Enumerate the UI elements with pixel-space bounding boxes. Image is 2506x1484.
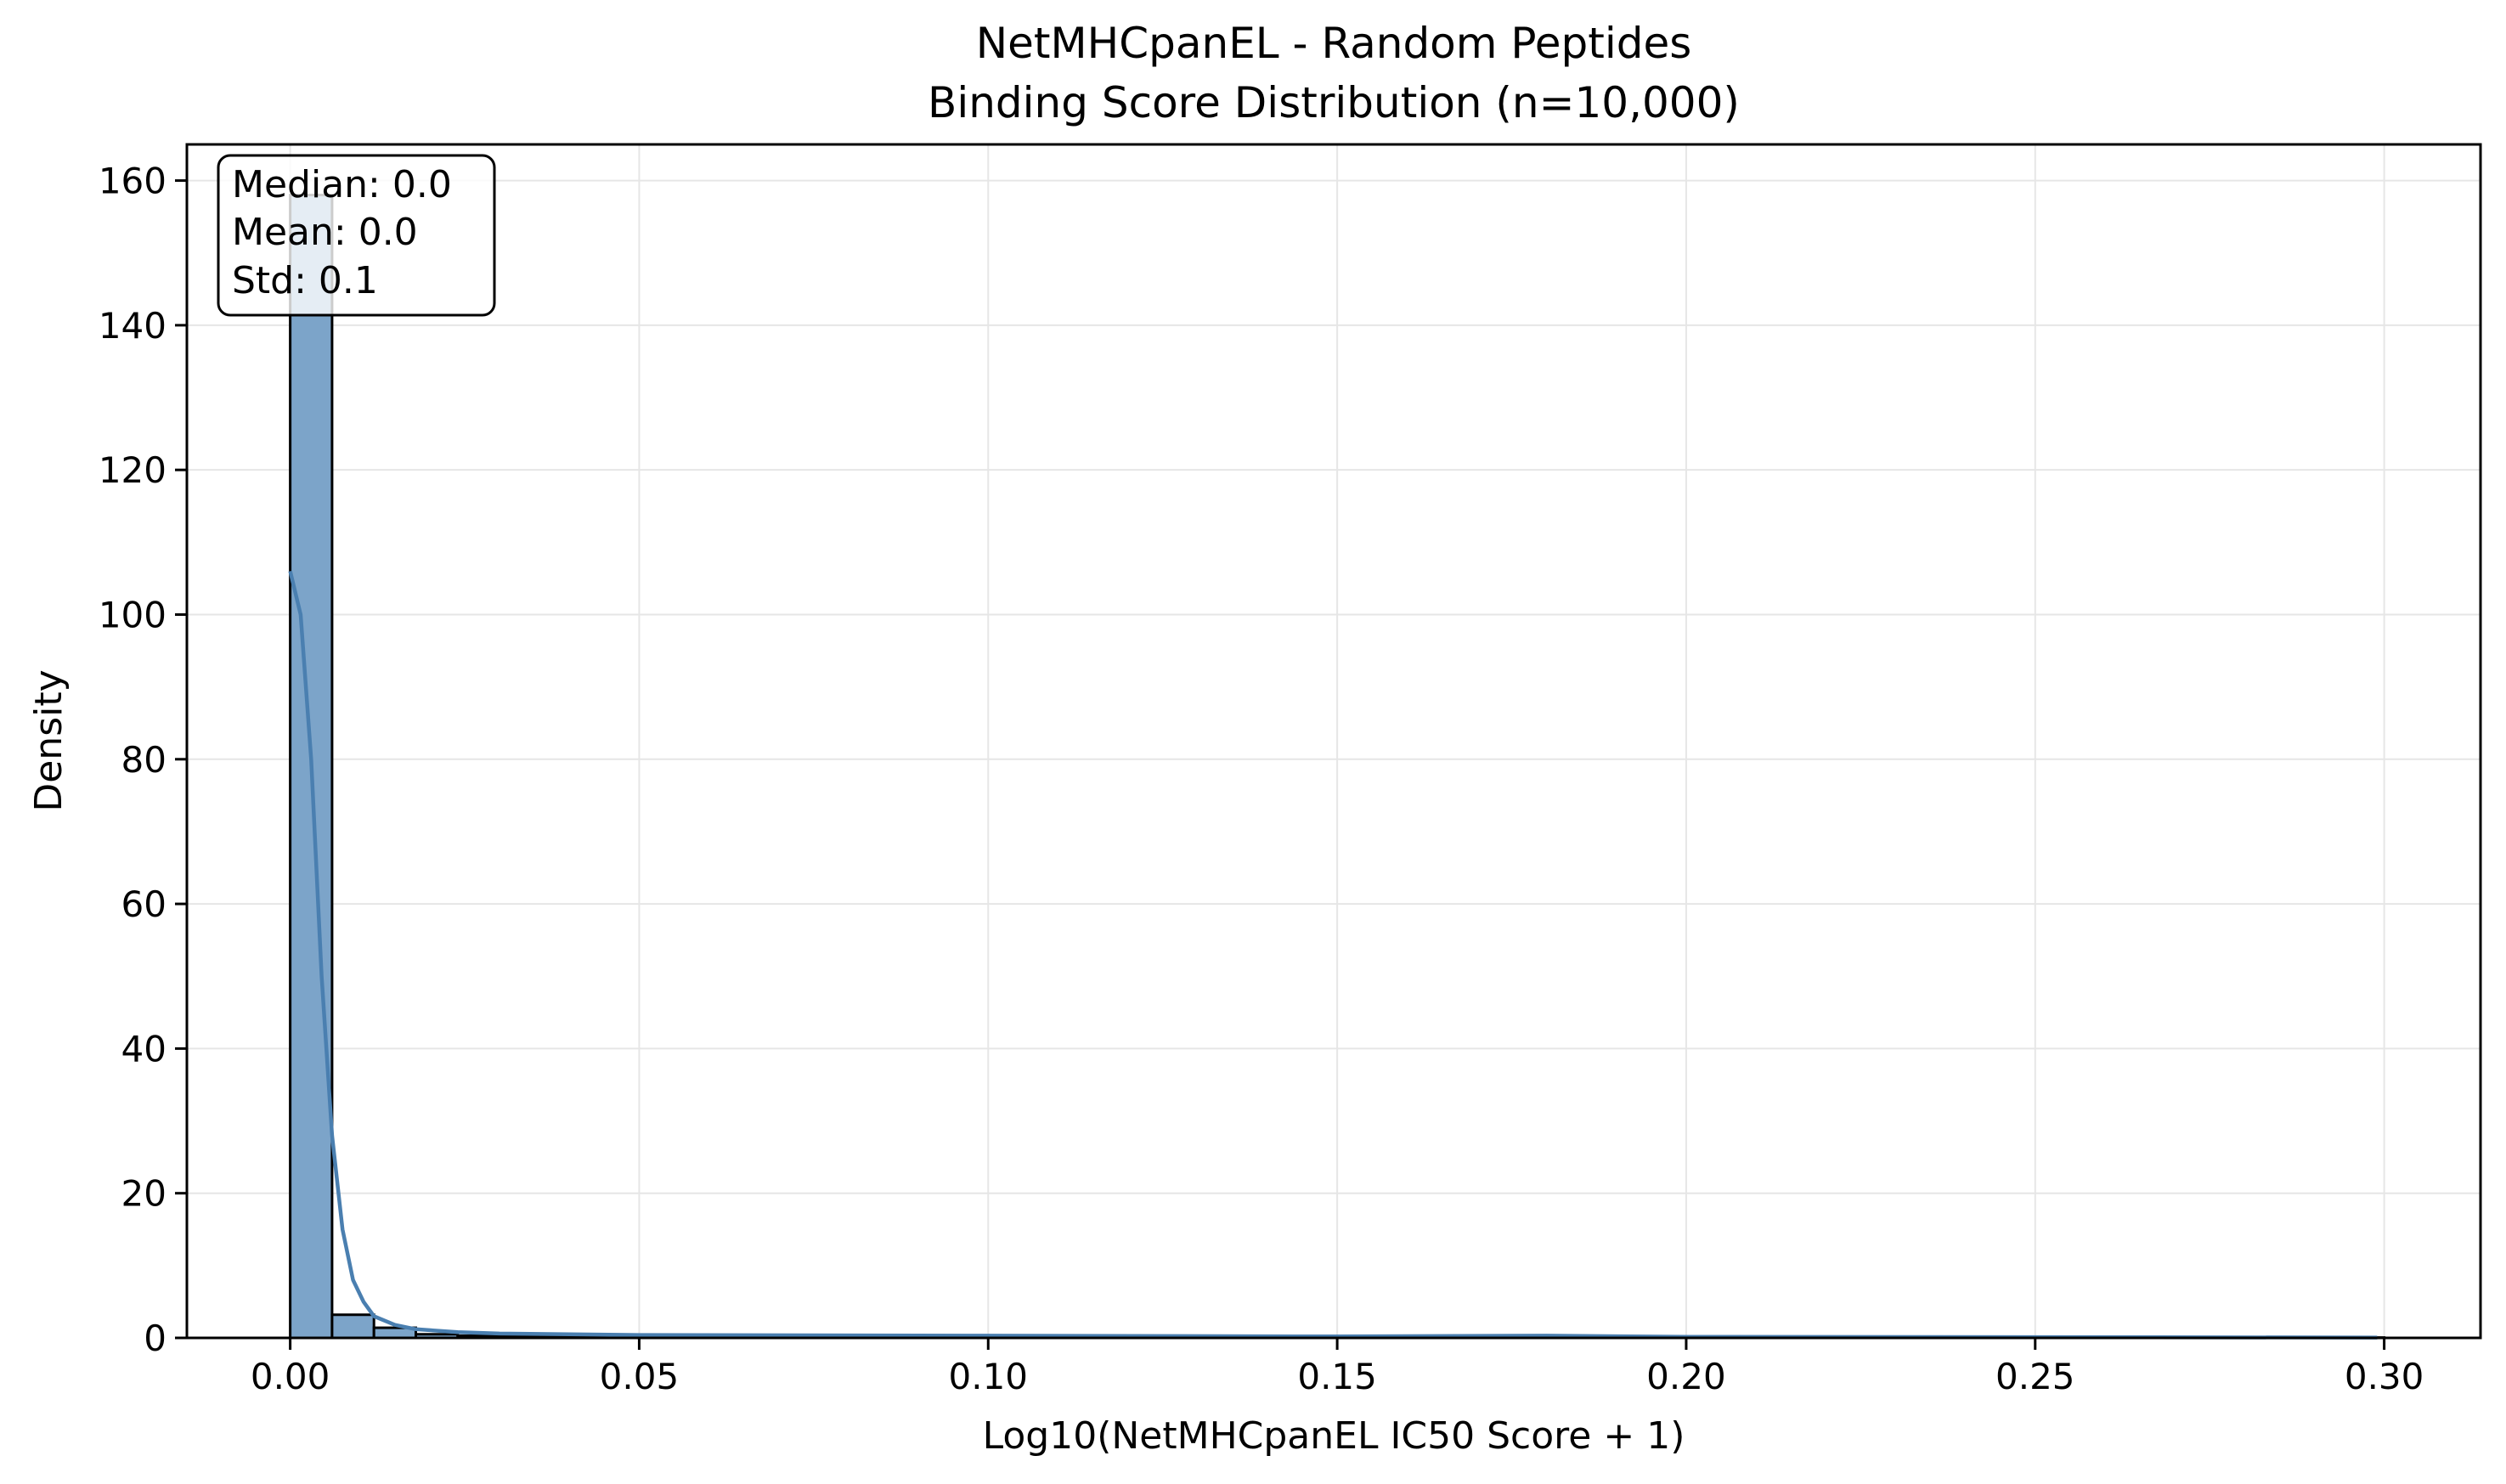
x-tick-label: 0.00 — [251, 1356, 330, 1397]
y-tick-label: 160 — [99, 161, 167, 202]
y-tick-label: 0 — [144, 1318, 167, 1359]
x-tick-label: 0.25 — [1995, 1356, 2075, 1397]
x-axis-label: Log10(NetMHCpanEL IC50 Score + 1) — [983, 1414, 1685, 1458]
chart-title: NetMHCpanEL - Random Peptides — [976, 19, 1692, 68]
x-tick-label: 0.15 — [1297, 1356, 1377, 1397]
y-tick-label: 40 — [121, 1028, 167, 1069]
x-tick-label: 0.30 — [2345, 1356, 2424, 1397]
y-tick-label: 60 — [121, 883, 167, 925]
stats-mean: Mean: 0.0 — [232, 211, 418, 254]
y-tick-label: 140 — [99, 305, 167, 347]
histogram-bar — [330, 1313, 375, 1340]
stats-std: Std: 0.1 — [232, 259, 378, 302]
y-tick-label: 20 — [121, 1173, 167, 1215]
stats-box: Median: 0.0 Mean: 0.0 Std: 0.1 — [217, 154, 496, 317]
chart-subtitle: Binding Score Distribution (n=10,000) — [928, 78, 1740, 127]
x-tick-label: 0.05 — [600, 1356, 680, 1397]
kde-line — [288, 570, 2378, 1340]
y-axis-label: Density — [27, 669, 71, 811]
x-tick-label: 0.20 — [1646, 1356, 1726, 1397]
x-axis-ticks: 0.00 0.05 0.10 0.15 0.20 0.25 0.30 — [251, 1338, 2424, 1397]
stats-median: Median: 0.0 — [232, 163, 452, 206]
y-axis-ticks: 0 20 40 60 80 100 120 140 160 — [99, 161, 187, 1359]
plot-frame — [185, 143, 2482, 1340]
x-tick-label: 0.10 — [949, 1356, 1029, 1397]
y-tick-label: 80 — [121, 739, 167, 781]
density-curve — [288, 570, 2378, 1340]
stats-box-frame — [217, 154, 496, 317]
y-tick-label: 100 — [99, 594, 167, 635]
y-tick-label: 120 — [99, 449, 167, 491]
